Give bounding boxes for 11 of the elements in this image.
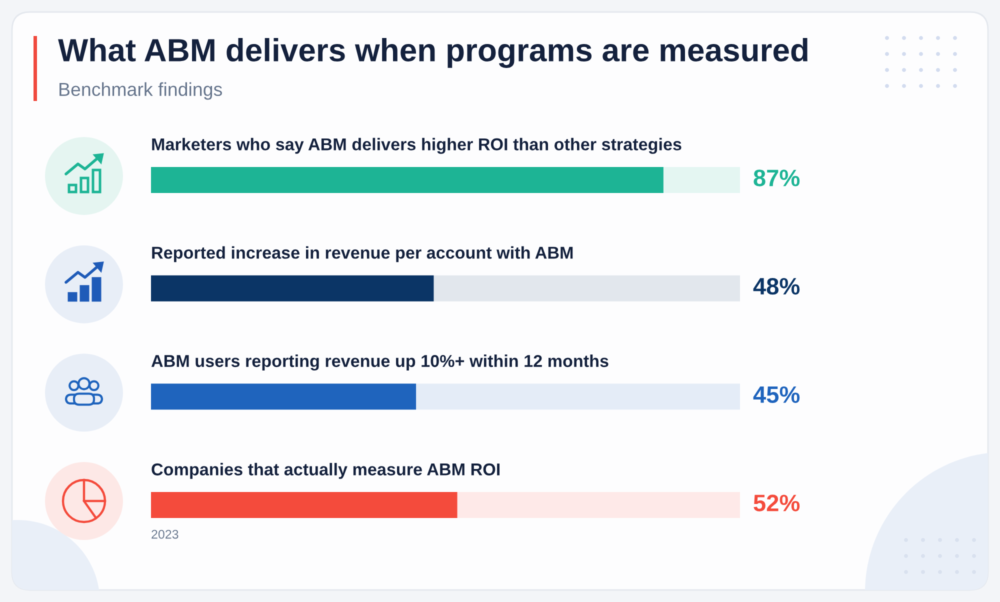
chart-subtitle: Benchmark findings bbox=[60, 82, 222, 100]
data-label: 45% bbox=[753, 386, 800, 404]
y-tick-label: Reported increase in revenue per account with ABM bbox=[152, 246, 573, 262]
annotation: 2023 bbox=[152, 530, 178, 539]
chart-title: What ABM delivers when programs are measured bbox=[58, 38, 808, 68]
y-tick-label: Companies that actually measure ABM ROI bbox=[152, 462, 500, 479]
data-label: 48% bbox=[753, 278, 800, 295]
y-tick-label: ABM users reporting revenue up 10%+ within 12 months bbox=[151, 354, 608, 371]
data-label: 52% bbox=[754, 494, 800, 512]
y-tick-label: Marketers who say ABM delivers higher ROI than other strategies bbox=[152, 138, 682, 154]
data-label: 87% bbox=[754, 170, 800, 186]
